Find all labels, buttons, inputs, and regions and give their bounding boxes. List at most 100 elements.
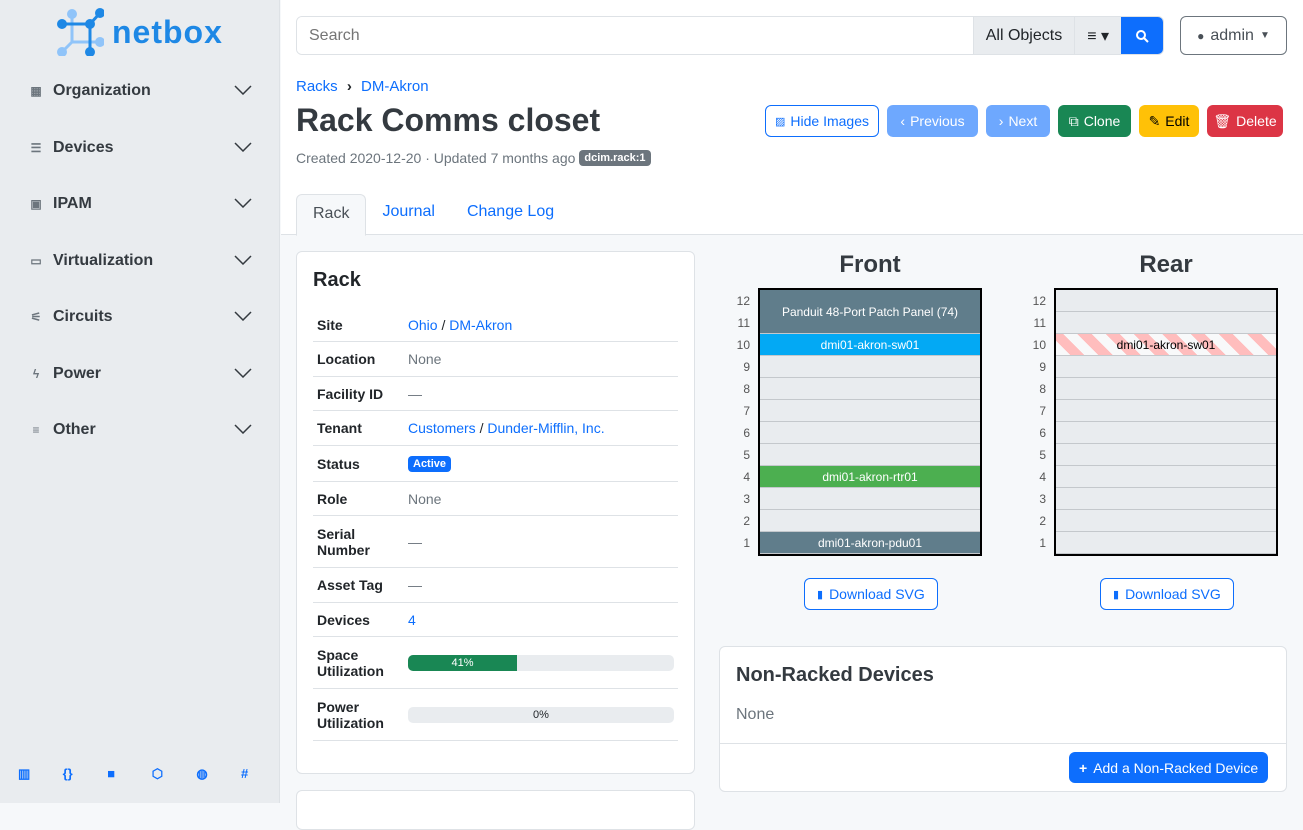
github-icon[interactable]: ◍	[196, 766, 208, 781]
notes-icon: ≡	[32, 423, 40, 437]
next-button[interactable]: › Next	[986, 105, 1050, 137]
value: None	[408, 490, 442, 507]
user-menu[interactable]: ● admin ▼	[1180, 16, 1287, 55]
chevron-down-icon	[234, 195, 252, 213]
region-link[interactable]: Ohio	[408, 316, 438, 333]
label: Location	[317, 351, 376, 367]
api-icon[interactable]: {}	[62, 766, 73, 781]
sidebar-item-other[interactable]: ≡ Other	[28, 421, 252, 439]
row-space-utilization: Space Utilization 41%	[313, 637, 678, 689]
nav-label: IPAM	[53, 195, 92, 212]
sidebar-item-organization[interactable]: ▦ Organization	[28, 82, 252, 100]
search-bar: All Objects ≡ ▾	[296, 16, 1164, 55]
rack-device[interactable]: Panduit 48-Port Patch Panel (74)	[760, 290, 980, 333]
rack-unit	[760, 400, 980, 422]
unit-label: 1	[1039, 536, 1046, 550]
page-meta: Created 2020-12-20 · Updated 7 months ag…	[296, 150, 651, 166]
sidebar-item-power[interactable]: ϟ Power	[28, 365, 252, 383]
netbox-logo[interactable]: netbox	[56, 8, 223, 56]
rack-device[interactable]: dmi01-akron-pdu01	[760, 532, 980, 553]
slack-icon[interactable]: #	[240, 766, 249, 781]
rack-unit	[1056, 312, 1276, 334]
label: Status	[317, 455, 360, 472]
monitor-icon: ▭	[30, 254, 42, 268]
card-title: Rack	[313, 269, 361, 291]
download-rear-svg-button[interactable]: ▮ Download SVG	[1100, 578, 1234, 610]
book-icon[interactable]: ■	[107, 766, 116, 781]
tab-rack[interactable]: Rack	[296, 194, 367, 236]
btn-label: Download SVG	[1125, 586, 1221, 602]
row-devices: Devices 4	[313, 603, 678, 637]
netbox-logo-icon	[57, 8, 104, 56]
breadcrumb-site[interactable]: DM-Akron	[361, 78, 429, 95]
sidebar-item-ipam[interactable]: ▣ IPAM	[28, 195, 252, 213]
hide-images-button[interactable]: ▨ Hide Images	[765, 105, 879, 137]
add-non-racked-device-button[interactable]: + Add a Non-Racked Device	[1069, 752, 1269, 783]
progress-label: 0%	[533, 708, 549, 721]
unit-label: 8	[1039, 382, 1046, 396]
download-front-svg-button[interactable]: ▮ Download SVG	[804, 578, 938, 610]
space-utilization-bar: 41%	[408, 654, 674, 671]
delete-button[interactable]: 🗑 Delete	[1207, 105, 1283, 137]
tab-journal[interactable]: Journal	[382, 203, 435, 220]
object-scope-select[interactable]: All Objects	[972, 17, 1075, 54]
rack-unit	[1056, 378, 1276, 400]
unit-label: 12	[1032, 294, 1046, 308]
edit-button[interactable]: ✎ Edit	[1139, 105, 1199, 137]
building-icon: ▦	[30, 84, 42, 98]
unit-label: 6	[1039, 426, 1046, 440]
rack-unit	[760, 444, 980, 466]
row-power-utilization: Power Utilization 0%	[313, 689, 678, 741]
value: —	[408, 533, 422, 550]
nav-label: Other	[53, 421, 96, 438]
status-badge: Active	[408, 455, 452, 472]
nav-label: Power	[53, 365, 102, 382]
tab-change-log[interactable]: Change Log	[466, 203, 555, 220]
rack-unit	[760, 312, 980, 334]
sidebar-item-devices[interactable]: ☰ Devices	[28, 139, 252, 157]
divider	[720, 743, 1286, 744]
card-title: Non-Racked Devices	[736, 664, 934, 686]
rack-device[interactable]: dmi01-akron-sw01	[760, 334, 980, 355]
search-button[interactable]	[1121, 17, 1163, 54]
tenant-link[interactable]: Dunder-Mifflin, Inc.	[487, 420, 605, 436]
search-input[interactable]	[297, 17, 973, 54]
docs-icon[interactable]: ▥	[18, 766, 31, 781]
breadcrumb-racks[interactable]: Racks	[296, 78, 338, 95]
unit-label: 12	[736, 294, 750, 308]
nav-label: Organization	[53, 82, 151, 99]
btn-label: Hide Images	[790, 113, 869, 129]
breadcrumb: Racks › DM-Akron	[296, 78, 429, 95]
file-icon: ▮	[817, 588, 824, 601]
value: —	[408, 577, 422, 593]
copy-icon: ⧉	[1068, 112, 1079, 129]
next-card	[296, 790, 695, 830]
row-tenant: Tenant Customers / Dunder-Mifflin, Inc.	[313, 411, 678, 446]
unit-label: 6	[743, 426, 750, 440]
previous-button[interactable]: ‹ Previous	[887, 105, 978, 137]
tenant-group-link[interactable]: Customers	[408, 420, 476, 436]
sidebar-item-circuits[interactable]: ⚟ Circuits	[28, 308, 252, 326]
filter-dropdown[interactable]: ≡ ▾	[1074, 17, 1121, 54]
btn-label: Next	[1008, 113, 1038, 129]
btn-label: Delete	[1236, 113, 1277, 129]
non-racked-value: None	[736, 706, 775, 723]
circuit-icon: ⚟	[30, 310, 42, 324]
row-facility-id: Facility ID —	[313, 377, 678, 411]
site-link[interactable]: DM-Akron	[449, 316, 513, 333]
front-rack-elevation: Panduit 48-Port Patch Panel (74) dmi01-ak…	[758, 288, 982, 556]
nav-label: Virtualization	[53, 252, 154, 269]
rack-device[interactable]: dmi01-akron-sw01	[1056, 334, 1276, 355]
rack-unit	[760, 510, 980, 532]
unit-label: 10	[736, 338, 750, 352]
unit-label: 3	[1039, 492, 1046, 506]
rack-unit	[1056, 290, 1276, 312]
file-image-icon: ▨	[775, 115, 786, 128]
graphql-icon[interactable]: ⬡	[151, 766, 164, 781]
rack-device[interactable]: dmi01-akron-rtr01	[760, 466, 980, 487]
value: —	[408, 385, 422, 402]
clone-button[interactable]: ⧉ Clone	[1058, 105, 1131, 137]
devices-link[interactable]: 4	[408, 611, 416, 628]
sidebar-item-virtualization[interactable]: ▭ Virtualization	[28, 252, 252, 270]
unit-label: 7	[1039, 404, 1046, 418]
